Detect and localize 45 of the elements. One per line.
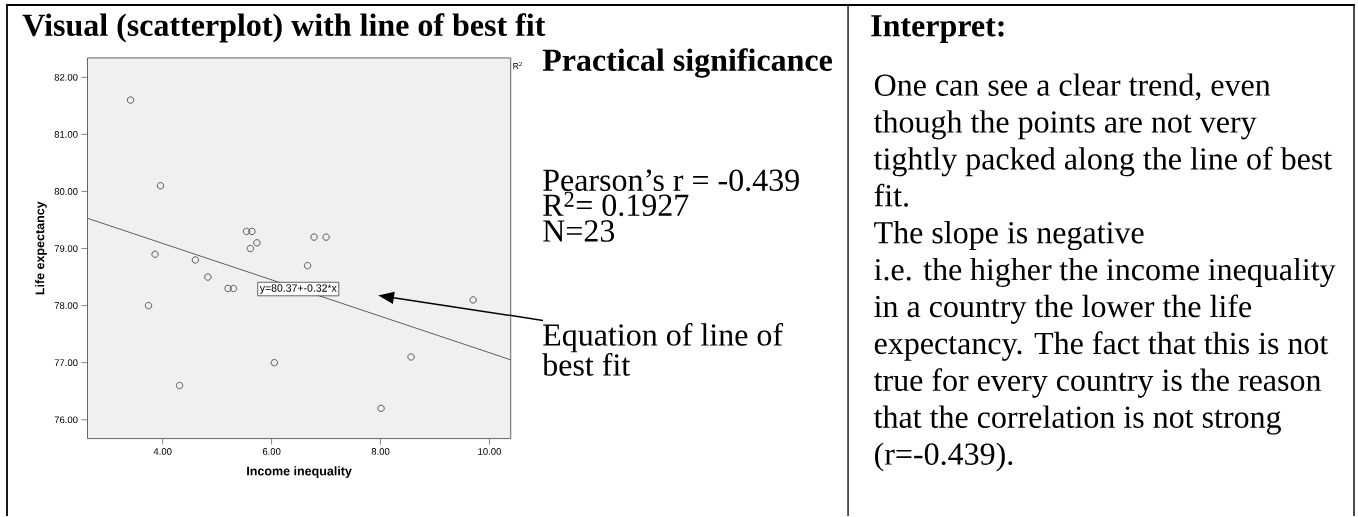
point — [229, 284, 238, 293]
x-tick-label: 6.00 — [262, 448, 281, 455]
point — [204, 273, 212, 281]
text: Pearson’s r = -0.439 — [543, 169, 799, 192]
point — [270, 359, 278, 367]
y-tick-label: 79.00 — [54, 245, 78, 252]
y-tick-label: 82.00 — [54, 73, 78, 81]
x-tick-label: 10.00 — [478, 448, 501, 455]
point — [469, 296, 477, 304]
text: R$^{2}$ — [513, 61, 522, 69]
point — [175, 381, 184, 390]
point — [191, 256, 199, 264]
point — [377, 404, 385, 412]
point — [248, 227, 256, 236]
text: Practical significance — [542, 48, 832, 78]
point — [242, 227, 251, 236]
point — [151, 250, 159, 258]
x-tick-label: 8.00 — [371, 448, 390, 455]
text: Interpret: — [871, 15, 1004, 44]
point — [303, 262, 312, 270]
annotation: y=80.37+-0.32*x — [259, 284, 337, 294]
y-tick-label: 77.00 — [54, 359, 78, 367]
point — [224, 284, 232, 293]
x-tick-label: 4.00 — [153, 448, 172, 455]
point — [253, 239, 261, 247]
y-tick-label: 81.00 — [54, 131, 78, 138]
point — [246, 244, 254, 253]
text: i.e. the higher the income inequality in a country the lower the life expectancy. The fact that this is not true for every country is the reason that the correlation is not strong (r=-0.439). — [873, 257, 1336, 472]
point — [144, 302, 153, 310]
point — [156, 182, 165, 190]
y-tick-label: 78.00 — [54, 302, 78, 310]
y-tick-label: 80.00 — [54, 188, 78, 195]
x-axis-title: Income inequality — [247, 466, 352, 478]
point — [407, 353, 415, 361]
text: Equation of line of best fit — [542, 323, 784, 376]
point — [322, 233, 330, 241]
point — [310, 233, 318, 241]
chart-title: Visual (scatterplot) with line of best fit — [22, 13, 546, 43]
text: R$^{2}$= 0.1927 — [543, 191, 689, 217]
text: One can see a clear trend, even though the points are not very tightly packed along the line of best fit. — [873, 73, 1333, 207]
y-axis-title: Life expectancy — [35, 201, 47, 295]
text: N=23 — [543, 220, 615, 242]
text: The slope is negative — [874, 221, 1144, 251]
y-tick-label: 76.00 — [54, 416, 78, 424]
point — [126, 96, 135, 104]
